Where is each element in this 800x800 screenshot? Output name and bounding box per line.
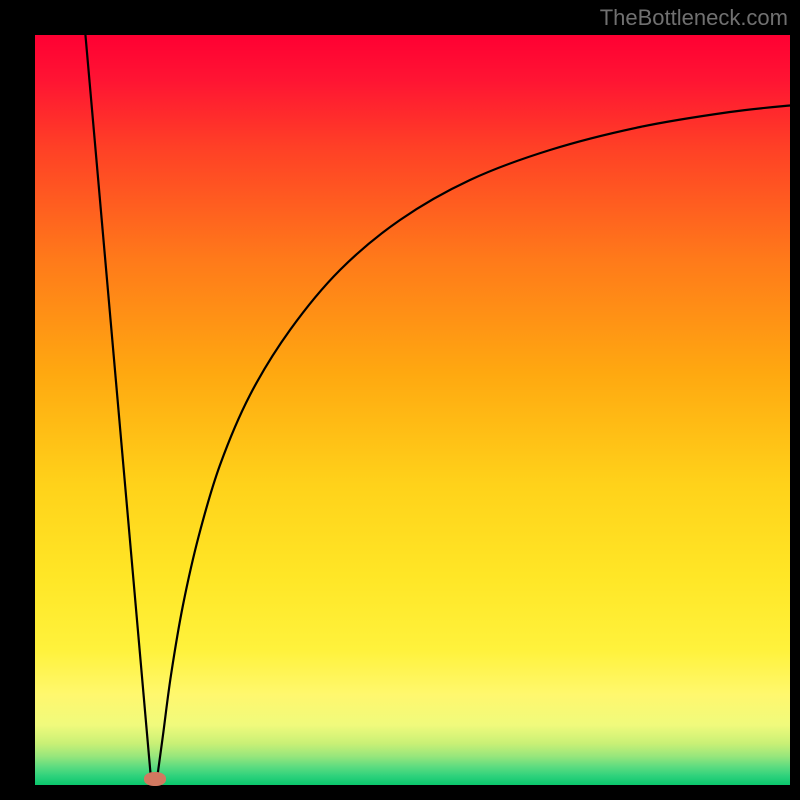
curve-left-branch bbox=[85, 35, 151, 779]
chart-container: TheBottleneck.com bbox=[0, 0, 800, 800]
plot-area bbox=[35, 35, 790, 785]
minimum-marker bbox=[144, 772, 166, 786]
curve-right-branch bbox=[157, 105, 790, 779]
watermark-text: TheBottleneck.com bbox=[600, 5, 788, 31]
curve-svg bbox=[35, 35, 790, 785]
